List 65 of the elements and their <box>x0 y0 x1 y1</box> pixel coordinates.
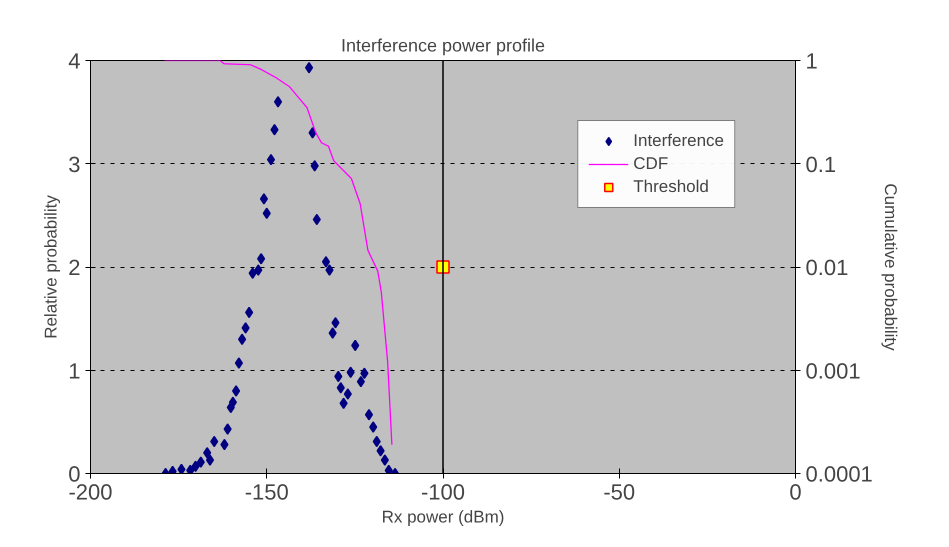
point <box>360 368 368 380</box>
point <box>274 96 282 108</box>
point <box>372 436 381 448</box>
y-tick-label: 4 <box>68 48 81 74</box>
point <box>257 252 266 264</box>
point <box>364 408 374 420</box>
legend-label: Interference <box>633 131 724 151</box>
y-tick-label: 3 <box>68 152 81 177</box>
x-tick-label: -100 <box>420 480 466 504</box>
point <box>380 454 389 466</box>
point <box>346 366 355 378</box>
point <box>340 398 348 410</box>
point <box>220 438 229 450</box>
point <box>304 62 314 74</box>
point <box>232 385 240 397</box>
point <box>322 256 330 268</box>
y2-tick-label: 1 <box>806 48 818 74</box>
point <box>191 460 200 472</box>
point <box>325 264 334 276</box>
point <box>336 382 345 394</box>
y2-axis-title: Cumulative probability <box>880 183 900 352</box>
point <box>177 464 186 474</box>
point <box>270 124 279 136</box>
point <box>224 423 232 435</box>
point <box>308 127 317 139</box>
chart-title: Interference power profile <box>340 36 546 56</box>
point <box>356 376 365 388</box>
point <box>234 357 243 369</box>
point <box>254 264 262 276</box>
y2-tick-label: 0.001 <box>806 358 861 384</box>
line-series <box>164 60 393 446</box>
point <box>334 370 342 382</box>
y-axis-title: Relative probability <box>41 194 60 339</box>
point <box>351 340 360 352</box>
point <box>262 208 271 220</box>
x-tick-label: 0 <box>789 480 802 504</box>
point <box>242 322 250 334</box>
x-tick-label: -50 <box>603 480 636 504</box>
point <box>260 193 268 205</box>
point <box>203 447 212 459</box>
y2-tick-label: 0.0001 <box>806 462 873 486</box>
y2-tick-label: 0.01 <box>806 255 848 280</box>
y-tick-label: 2 <box>68 255 81 280</box>
point <box>196 456 205 468</box>
point <box>312 214 321 226</box>
point <box>384 464 393 474</box>
point <box>328 327 337 339</box>
legend-label: CDF <box>633 154 668 174</box>
point <box>206 454 214 466</box>
y2-tick-label: 0.1 <box>806 152 836 177</box>
point <box>310 160 319 172</box>
point <box>266 154 276 166</box>
point <box>369 421 378 433</box>
x-tick-label: -150 <box>244 480 289 504</box>
y-tick-label: 1 <box>68 358 81 384</box>
point <box>238 334 246 346</box>
point <box>186 464 194 474</box>
point <box>344 388 352 400</box>
point <box>331 317 340 329</box>
point <box>210 436 218 448</box>
x-axis-title: Rx power (dBm) <box>382 508 504 526</box>
point <box>248 267 257 279</box>
point <box>376 445 385 457</box>
point <box>245 306 254 318</box>
legend-label: Threshold <box>633 177 709 197</box>
